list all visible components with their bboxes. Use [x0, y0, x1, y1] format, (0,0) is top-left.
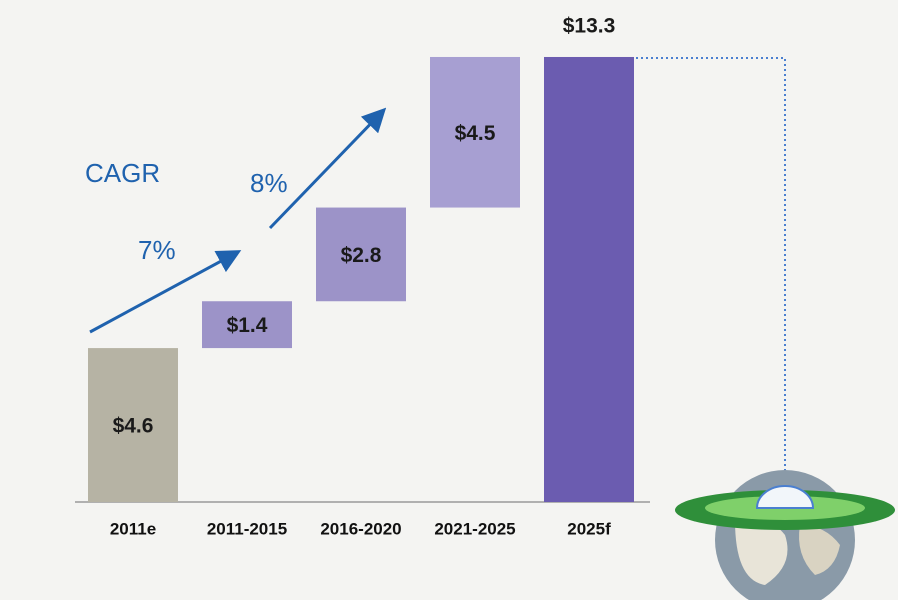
bar: [430, 56, 520, 208]
arrow: [268, 107, 387, 230]
data-label: $4.5: [455, 122, 496, 145]
data-label: $2.8: [341, 244, 382, 267]
annotation: 7%: [138, 235, 176, 265]
data-label: $1.4: [227, 314, 268, 337]
bar: [544, 56, 634, 503]
data-label: $13.3: [563, 15, 616, 38]
bar: [88, 348, 178, 502]
x-tick-label: 2025f: [567, 519, 611, 538]
arrow: [89, 250, 242, 334]
globe: [675, 470, 895, 600]
x-tick-label: 2016-2020: [320, 519, 401, 538]
x-tick-label: 2011-2015: [207, 519, 287, 538]
x-tick-label: 2021-2025: [434, 519, 515, 538]
bar: [316, 207, 406, 302]
annotation: CAGR: [85, 158, 160, 188]
data-label: $4.6: [113, 415, 154, 438]
bar: [202, 301, 292, 349]
annotation: 8%: [250, 168, 288, 198]
x-tick-label: 2011e: [110, 519, 156, 538]
